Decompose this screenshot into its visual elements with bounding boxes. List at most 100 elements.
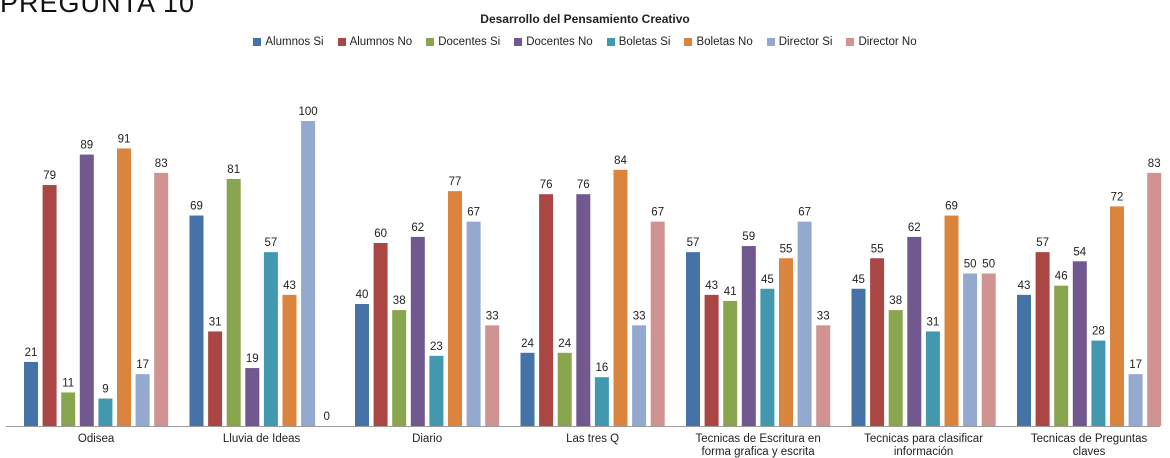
data-label: 46	[1055, 271, 1068, 283]
data-label: 43	[1018, 280, 1031, 292]
data-label: 76	[577, 179, 590, 191]
data-label: 62	[411, 222, 424, 234]
bar	[373, 243, 388, 426]
data-label: 9	[102, 384, 108, 396]
bar	[520, 352, 535, 426]
category-label: Las tres Q	[566, 433, 619, 445]
data-label: 19	[246, 353, 259, 365]
data-label: 45	[761, 274, 774, 286]
data-label: 77	[449, 176, 462, 188]
data-label: 76	[540, 179, 553, 191]
category-label: Tecnicas para clasificar información	[864, 433, 983, 458]
bar	[1072, 261, 1087, 426]
data-label: 57	[687, 237, 700, 249]
legend-label: Docentes Si	[438, 36, 501, 48]
data-label: 67	[467, 207, 480, 219]
bar	[1017, 294, 1031, 426]
bar	[189, 215, 204, 426]
bar	[485, 325, 500, 426]
chart-legend: Alumnos Si Alumnos No Docentes Si Docentes …	[0, 36, 1170, 48]
data-label: 91	[118, 133, 131, 145]
data-label: 72	[1111, 191, 1124, 203]
category-label: Diario	[412, 433, 442, 445]
bar	[613, 169, 628, 427]
bar	[870, 258, 885, 426]
data-label: 69	[945, 201, 958, 213]
legend-swatch	[846, 38, 855, 46]
legend-swatch	[253, 38, 262, 46]
bar	[944, 215, 959, 426]
bar	[632, 325, 647, 426]
data-label: 24	[558, 338, 571, 350]
data-label: 33	[633, 310, 646, 322]
data-label: 16	[596, 362, 609, 374]
data-label: 33	[486, 310, 499, 322]
bar	[42, 185, 57, 426]
bar	[301, 121, 316, 426]
bar	[79, 154, 94, 427]
legend-swatch	[766, 38, 775, 46]
legend-item: Alumnos Si	[253, 36, 324, 48]
bar	[1110, 206, 1124, 426]
legend-swatch	[514, 38, 523, 46]
bar	[981, 273, 996, 426]
data-label: 69	[190, 201, 203, 213]
bar	[61, 392, 76, 426]
data-label: 57	[1036, 237, 1049, 249]
data-label: 50	[982, 259, 995, 271]
page-header: PREGUNTA 10	[0, 0, 196, 18]
bar	[1128, 374, 1143, 426]
legend-swatch	[606, 38, 615, 46]
bar	[355, 304, 369, 426]
bar	[117, 148, 131, 426]
bar	[723, 300, 738, 426]
category-label: Tecnicas de Preguntas claves	[1031, 433, 1148, 458]
bar	[1147, 172, 1162, 426]
data-label: 43	[283, 280, 296, 292]
data-label: 50	[964, 259, 977, 271]
data-label: 79	[43, 170, 56, 182]
bar	[208, 331, 223, 426]
bar	[779, 258, 793, 426]
bar	[154, 172, 169, 426]
data-label: 23	[430, 341, 443, 353]
bar	[98, 398, 113, 426]
bar	[135, 374, 150, 426]
bar	[448, 191, 462, 426]
legend-swatch	[426, 38, 435, 46]
bar	[226, 178, 241, 426]
legend-label: Docentes No	[526, 36, 593, 48]
bar	[1054, 285, 1069, 426]
data-label: 24	[521, 338, 534, 350]
data-label: 54	[1073, 246, 1086, 258]
data-label: 67	[798, 207, 811, 219]
bar	[576, 194, 591, 426]
bar	[816, 325, 831, 426]
legend-item: Docentes Si	[426, 36, 500, 48]
data-label: 38	[889, 295, 902, 307]
data-label: 45	[852, 274, 865, 286]
bar	[686, 252, 700, 426]
data-label: 55	[871, 243, 884, 255]
bar	[888, 310, 903, 426]
data-label: 83	[1148, 158, 1161, 170]
bar	[650, 221, 665, 426]
data-label: 40	[356, 289, 369, 301]
data-label: 100	[299, 106, 318, 118]
data-label: 55	[780, 243, 793, 255]
data-label: 89	[80, 140, 93, 152]
bar	[557, 352, 572, 426]
bar	[1035, 252, 1050, 426]
category-label: Lluvia de Ideas	[223, 433, 301, 445]
bar	[851, 288, 866, 426]
data-label: 83	[155, 158, 168, 170]
bar	[963, 273, 978, 426]
data-label: 28	[1092, 326, 1105, 338]
legend-label: Alumnos Si	[265, 36, 324, 48]
legend-swatch	[337, 38, 346, 46]
bar	[466, 221, 481, 426]
data-label: 57	[265, 237, 278, 249]
legend-item: Alumnos No	[337, 36, 412, 48]
bar	[704, 294, 719, 426]
bar	[1091, 340, 1106, 426]
